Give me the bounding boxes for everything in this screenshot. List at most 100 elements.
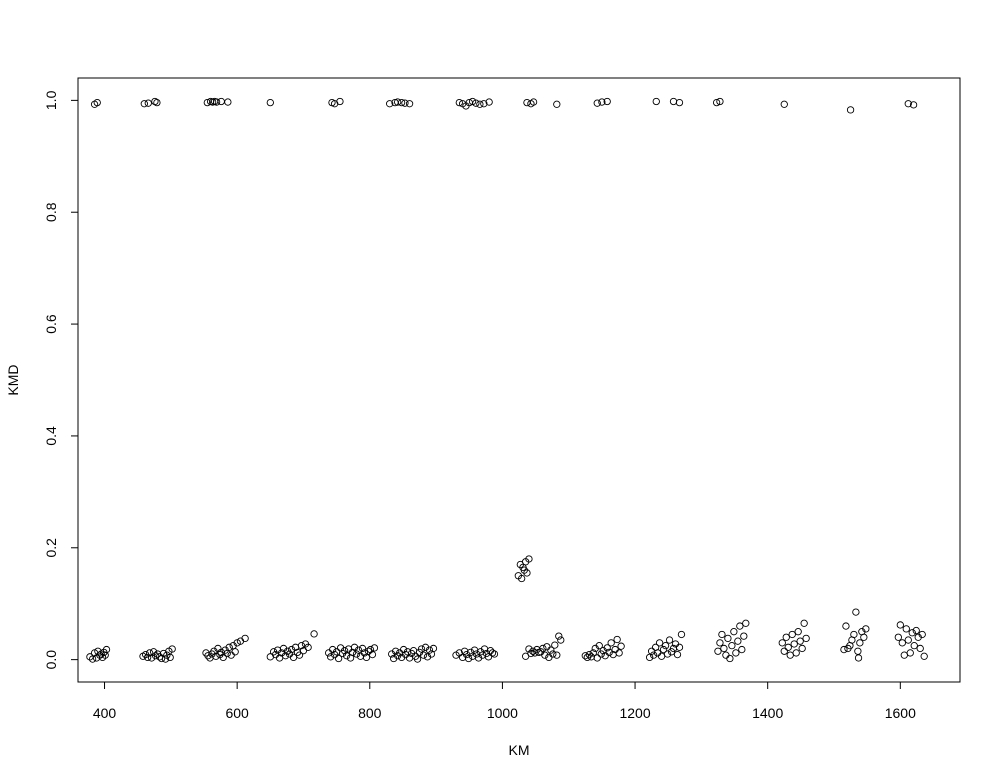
data-point (523, 98, 531, 107)
y-axis: 0.0 0.2 0.4 0.6 0.8 1.0 (43, 90, 78, 669)
data-point (485, 98, 493, 106)
x-tick-label: 1000 (487, 705, 518, 721)
data-point (842, 622, 850, 630)
data-point (854, 647, 862, 655)
data-point (397, 98, 406, 107)
data-point (673, 650, 682, 659)
data-point (740, 632, 748, 640)
data-point (718, 630, 726, 639)
data-point (393, 98, 402, 106)
data-point (102, 645, 111, 654)
data-point (605, 648, 613, 657)
data-point (846, 106, 855, 114)
data-point (908, 629, 916, 637)
data-point (902, 625, 910, 633)
data-point (368, 650, 377, 659)
plot-frame (77, 77, 961, 683)
data-point (909, 101, 918, 109)
data-point (652, 97, 660, 106)
data-point (157, 654, 166, 663)
data-point (790, 640, 798, 648)
data-point (310, 630, 318, 638)
data-point (782, 633, 790, 641)
data-point (732, 649, 740, 657)
data-point (364, 647, 373, 655)
data-point (918, 630, 926, 639)
data-point (800, 619, 808, 627)
data-point (231, 648, 239, 656)
y-tick-label: 0.2 (43, 538, 59, 558)
data-point (607, 639, 615, 647)
data-point (360, 649, 369, 657)
data-point (336, 97, 344, 106)
data-point (860, 633, 868, 641)
data-point (145, 649, 154, 657)
data-point (227, 651, 235, 659)
data-point (340, 647, 349, 655)
data-point (101, 651, 109, 659)
data-point (854, 654, 863, 662)
data-point (585, 650, 593, 659)
data-point (203, 98, 211, 107)
data-point (143, 653, 152, 662)
data-point (212, 98, 221, 106)
data-point (425, 646, 434, 654)
data-point (543, 643, 551, 651)
data-point (798, 644, 806, 653)
x-tick-label: 600 (225, 705, 249, 721)
data-point (665, 636, 674, 644)
data-point (287, 645, 296, 654)
data-point (894, 633, 902, 641)
y-tick-label: 1.0 (43, 90, 59, 110)
x-tick-label: 800 (358, 705, 382, 721)
data-point (480, 100, 488, 108)
data-point (603, 644, 611, 652)
data-point (726, 654, 734, 663)
data-point (551, 641, 559, 649)
data-point (778, 639, 786, 647)
data-point (792, 649, 800, 657)
data-point (553, 100, 561, 108)
data-point (144, 99, 152, 107)
data-point (413, 655, 422, 663)
data-point (581, 652, 589, 660)
data-point (663, 650, 672, 658)
data-point (212, 652, 220, 660)
data-point (852, 608, 860, 616)
data-point (589, 649, 597, 657)
data-point (366, 645, 375, 654)
data-point (677, 630, 686, 639)
data-point (784, 643, 792, 651)
data-point (518, 574, 526, 583)
data-points (86, 97, 928, 663)
data-point (549, 650, 557, 658)
data-point (788, 630, 796, 639)
data-point (593, 99, 601, 107)
data-point (297, 641, 306, 650)
data-point (419, 651, 428, 659)
data-point (342, 652, 351, 660)
data-point (730, 628, 738, 636)
data-point (476, 100, 484, 108)
data-point (539, 644, 547, 653)
data-point (555, 632, 563, 640)
x-axis: 400 600 800 1000 1200 1400 1600 (93, 681, 916, 721)
data-point (547, 646, 555, 654)
data-point (720, 644, 728, 653)
data-point (661, 641, 670, 650)
y-tick-label: 0.0 (43, 650, 59, 670)
data-point (401, 99, 409, 107)
x-tick-label: 1400 (752, 705, 783, 721)
data-point (669, 97, 678, 106)
data-point (896, 621, 904, 629)
data-point (716, 97, 724, 106)
data-point (738, 645, 746, 654)
data-point (904, 636, 912, 644)
data-point (712, 98, 721, 107)
data-point (910, 641, 918, 650)
data-point (736, 622, 744, 630)
data-point (904, 100, 912, 108)
data-point (304, 643, 312, 651)
data-point (490, 650, 499, 658)
